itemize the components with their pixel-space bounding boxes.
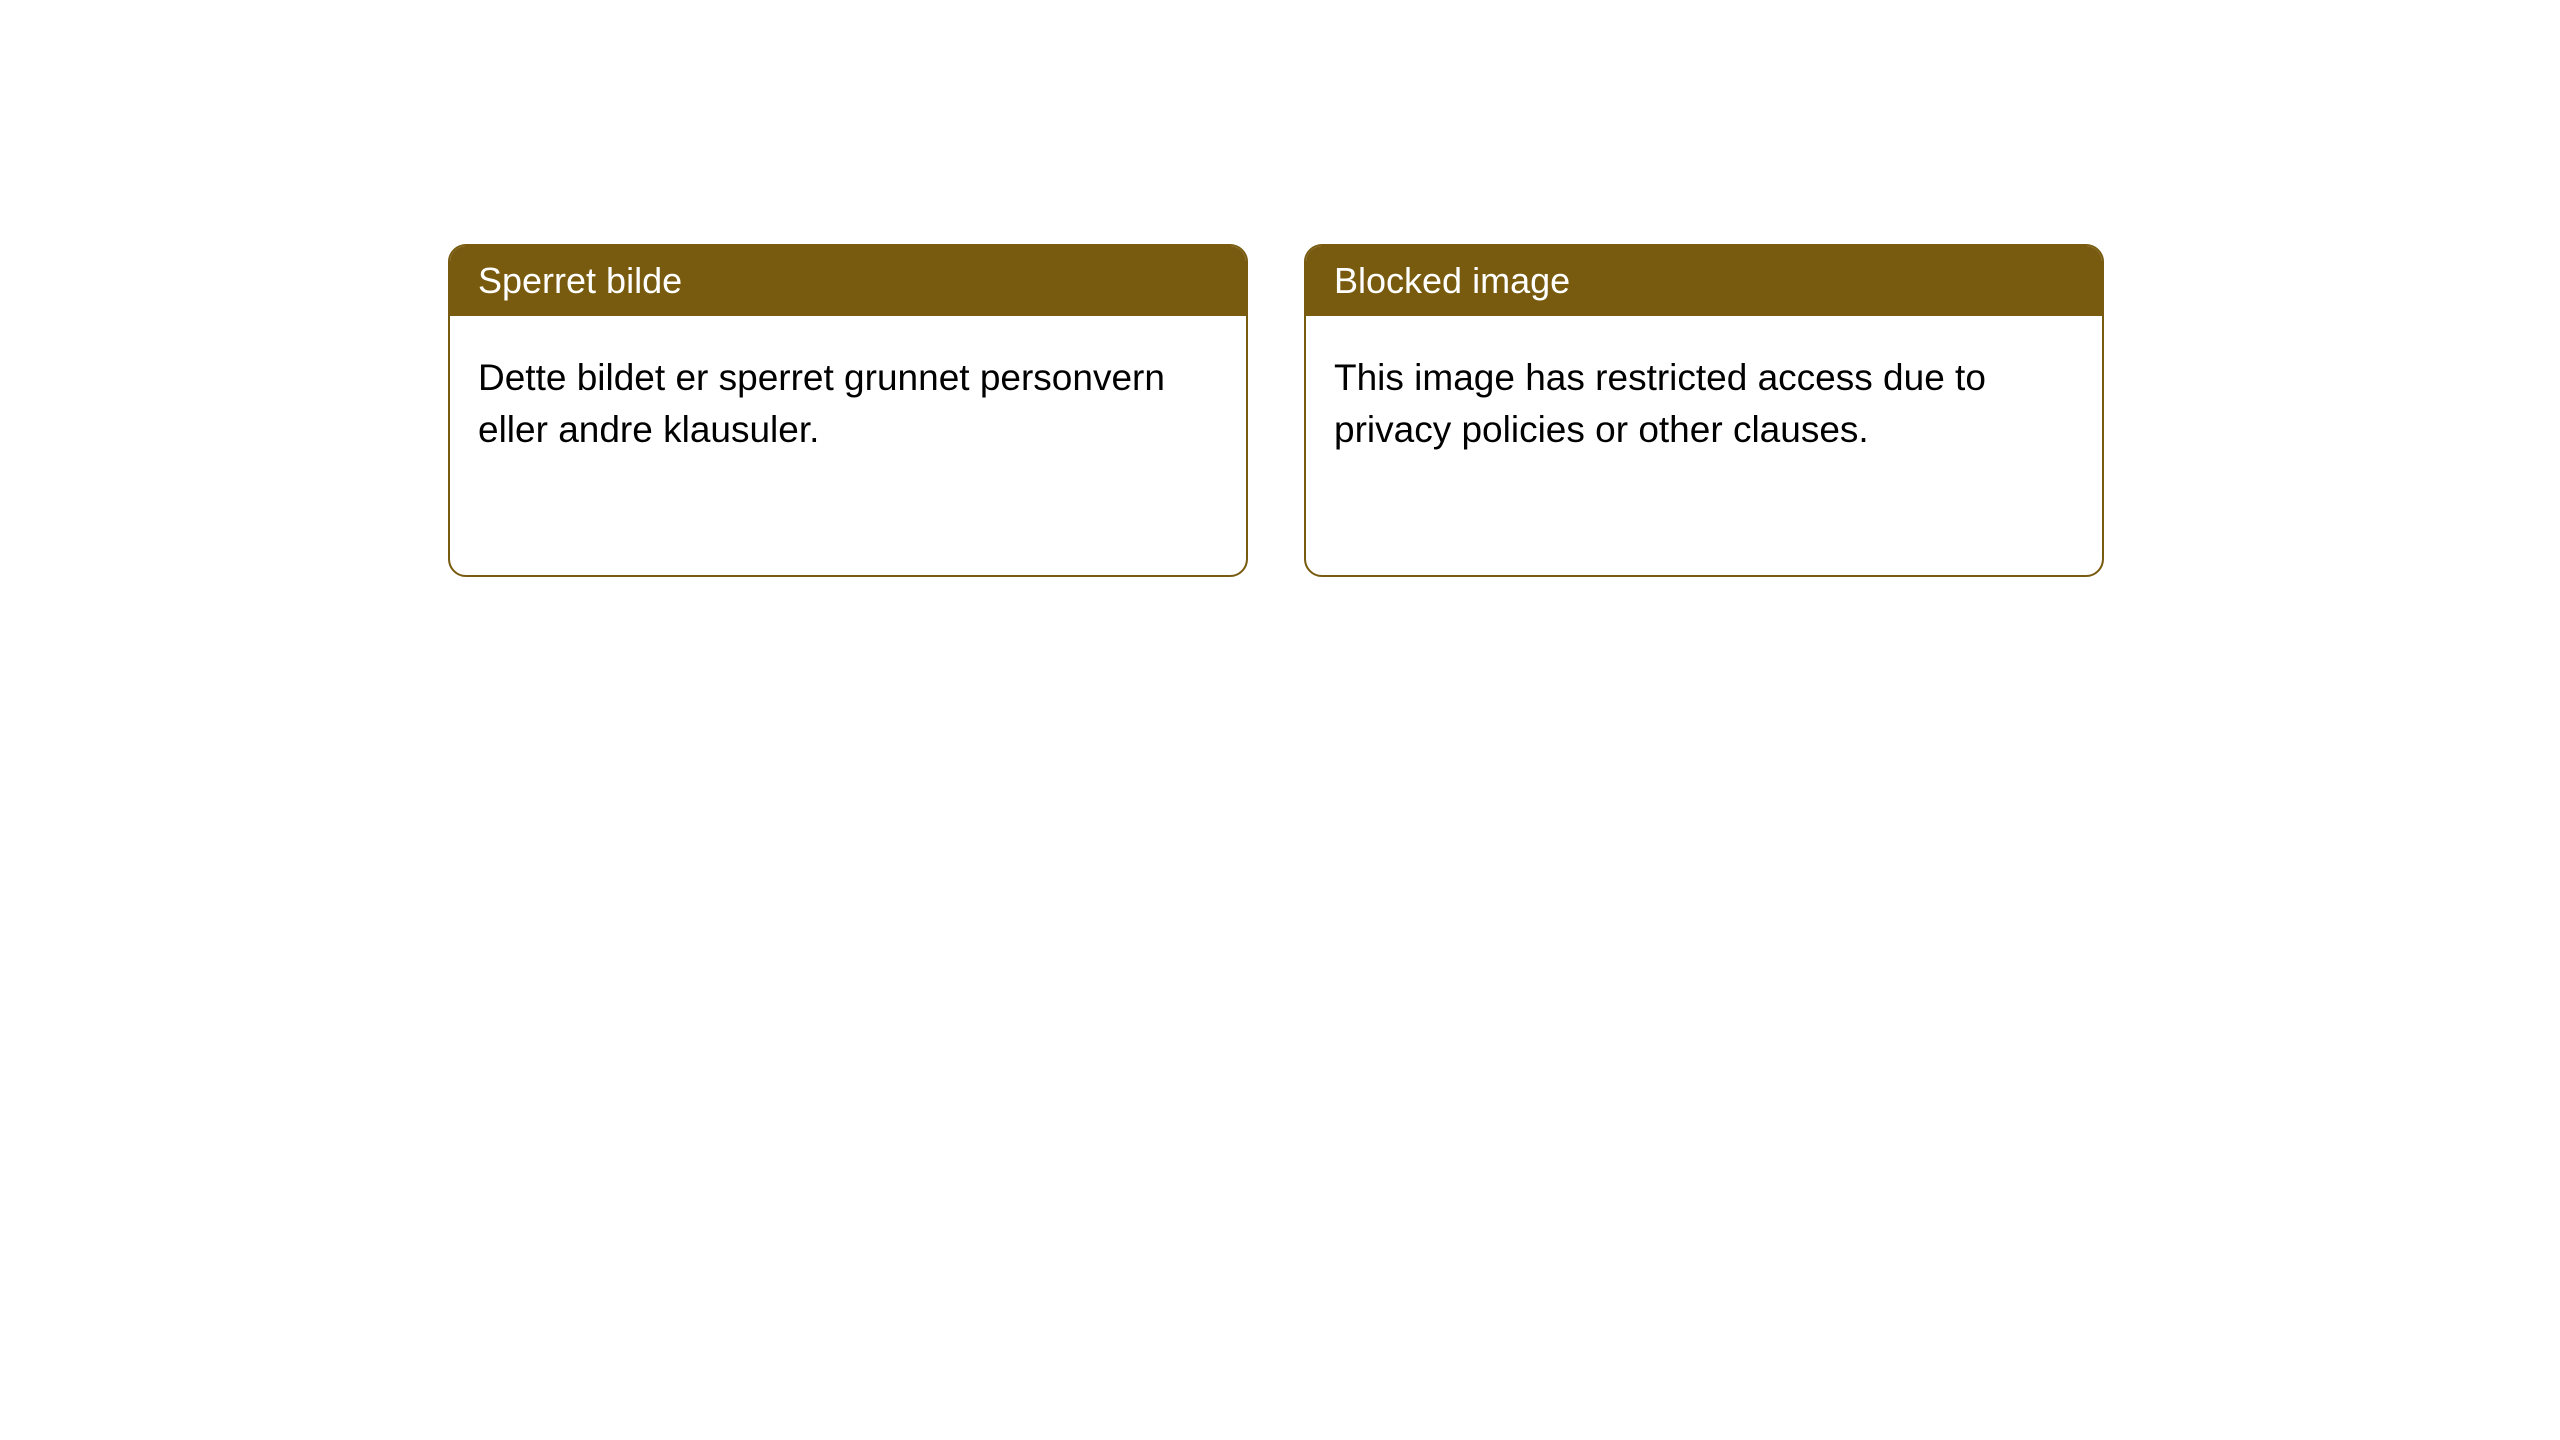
card-title: Sperret bilde — [478, 260, 682, 301]
card-header: Sperret bilde — [450, 246, 1246, 316]
blocked-image-card-en: Blocked image This image has restricted … — [1304, 244, 2104, 577]
card-title: Blocked image — [1334, 260, 1570, 301]
blocked-image-card-no: Sperret bilde Dette bildet er sperret gr… — [448, 244, 1248, 577]
card-message: Dette bildet er sperret grunnet personve… — [478, 357, 1165, 450]
card-header: Blocked image — [1306, 246, 2102, 316]
card-message: This image has restricted access due to … — [1334, 357, 1986, 450]
card-body: This image has restricted access due to … — [1306, 316, 2102, 492]
cards-container: Sperret bilde Dette bildet er sperret gr… — [0, 0, 2560, 577]
card-body: Dette bildet er sperret grunnet personve… — [450, 316, 1246, 492]
